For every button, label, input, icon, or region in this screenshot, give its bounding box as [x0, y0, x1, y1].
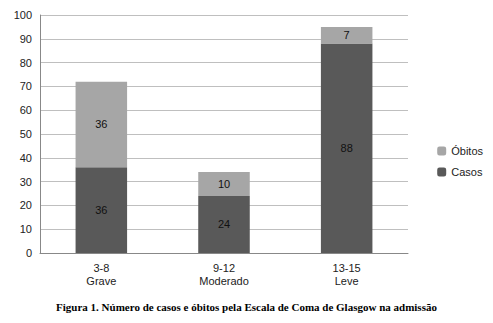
svg-text:90: 90	[20, 33, 32, 45]
svg-text:100: 100	[14, 9, 32, 21]
svg-text:40: 40	[20, 152, 32, 164]
svg-text:7: 7	[344, 29, 350, 41]
svg-text:24: 24	[218, 218, 230, 230]
svg-text:Casos: Casos	[451, 166, 483, 178]
svg-text:3-8: 3-8	[93, 262, 109, 274]
svg-text:36: 36	[95, 118, 107, 130]
svg-text:60: 60	[20, 104, 32, 116]
svg-text:20: 20	[20, 199, 32, 211]
svg-text:Óbitos: Óbitos	[451, 145, 483, 157]
svg-text:36: 36	[95, 204, 107, 216]
svg-text:Grave: Grave	[86, 275, 116, 287]
svg-text:13-15: 13-15	[333, 262, 361, 274]
svg-text:9-12: 9-12	[213, 262, 235, 274]
svg-text:10: 10	[218, 178, 230, 190]
svg-text:Figura 1. Número de casos e ób: Figura 1. Número de casos e óbitos pela …	[56, 301, 437, 313]
svg-text:70: 70	[20, 80, 32, 92]
svg-text:30: 30	[20, 176, 32, 188]
svg-text:10: 10	[20, 223, 32, 235]
svg-text:88: 88	[341, 142, 353, 154]
svg-text:Moderado: Moderado	[199, 275, 249, 287]
svg-text:0: 0	[26, 247, 32, 259]
svg-text:50: 50	[20, 128, 32, 140]
svg-text:80: 80	[20, 57, 32, 69]
svg-text:Leve: Leve	[335, 275, 359, 287]
